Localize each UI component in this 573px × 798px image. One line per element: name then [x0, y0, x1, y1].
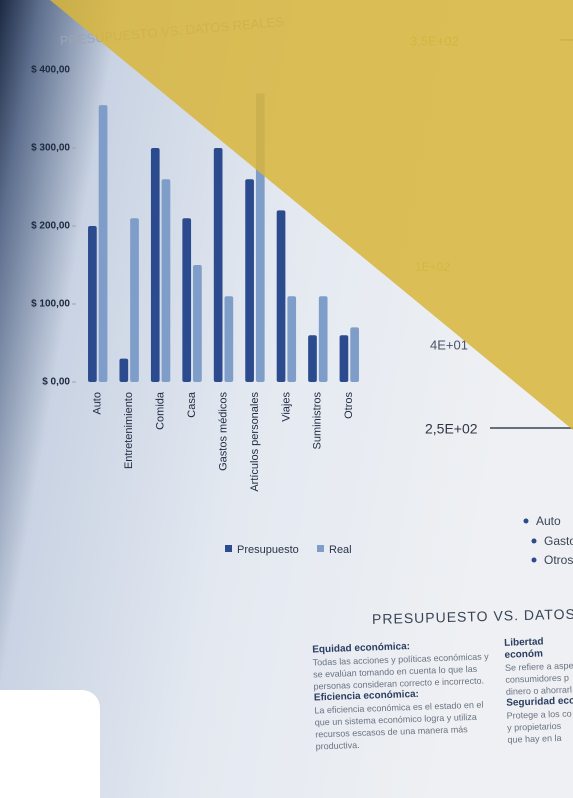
bar [350, 327, 359, 382]
legend-swatch [317, 545, 324, 552]
legend-dot [523, 518, 529, 524]
bar [213, 148, 223, 382]
pie-legend: Gasto [544, 534, 573, 548]
column: Libertad económ Se refiere a aspe consum… [504, 635, 573, 745]
paragraph: La eficiencia económica es el estado en … [314, 699, 484, 752]
column: Equidad económica: Todas las acciones y … [312, 638, 501, 752]
x-tick-label: Comida [155, 391, 167, 430]
legend-dot [531, 557, 537, 563]
bar [161, 179, 171, 382]
paragraph: Protege a los co y propietarios que hay … [506, 708, 572, 745]
legend-dot [531, 538, 537, 544]
x-tick-label: Viajes [280, 392, 292, 422]
bar [339, 335, 349, 382]
legend-label: Presupuesto [237, 544, 299, 556]
x-tick-label: Entretenimiento [123, 392, 135, 469]
bar [119, 358, 129, 382]
x-tick-label: Suministros [312, 392, 324, 450]
bar [193, 265, 202, 382]
bar [255, 93, 265, 383]
bar [287, 296, 297, 382]
y-tick-label: $ 200,00 [31, 221, 70, 232]
bar [130, 218, 139, 382]
chart-title: PRESUPUESTO VS. DATOS REALES [59, 14, 284, 49]
x-tick-label: Otros [343, 392, 355, 419]
y-tick-label: $ 400,00 [31, 65, 70, 76]
pie-legend: Otros [544, 553, 573, 567]
pie-legend: Auto [536, 514, 561, 528]
bar [318, 296, 328, 382]
legend-swatch [225, 545, 232, 552]
bar [98, 105, 108, 382]
y-tick-label: $ 300,00 [31, 143, 70, 154]
paragraph-title: Libertad económ [503, 636, 544, 661]
x-tick-label: Gastos médicos [217, 392, 229, 471]
paragraph: Se refiere a aspe consumidores p dinero … [504, 660, 573, 697]
y-tick-label: $ 0,00 [42, 377, 70, 388]
card [0, 690, 100, 798]
paragraph-title: Seguridad eco [506, 695, 573, 709]
bar [245, 179, 254, 382]
bar [150, 148, 160, 382]
pie-axis-label: 1E+02 [415, 260, 450, 274]
pie-axis-label: 2,5E+02 [425, 421, 478, 437]
x-tick-label: Artículos personales [249, 392, 261, 492]
bar [224, 296, 234, 382]
y-tick-label: $ 100,00 [31, 299, 70, 310]
bar [308, 335, 317, 382]
x-tick-label: Auto [92, 392, 104, 415]
bar [182, 218, 192, 382]
bar [276, 210, 286, 382]
legend-label: Real [329, 544, 352, 556]
bar [88, 226, 97, 382]
paragraph: Todas las acciones y políticas económica… [312, 651, 489, 692]
pie-axis-label: 3,5E+02 [410, 33, 459, 48]
x-tick-label: Casa [186, 391, 198, 418]
pie-axis-label: 4E+01 [430, 337, 468, 352]
